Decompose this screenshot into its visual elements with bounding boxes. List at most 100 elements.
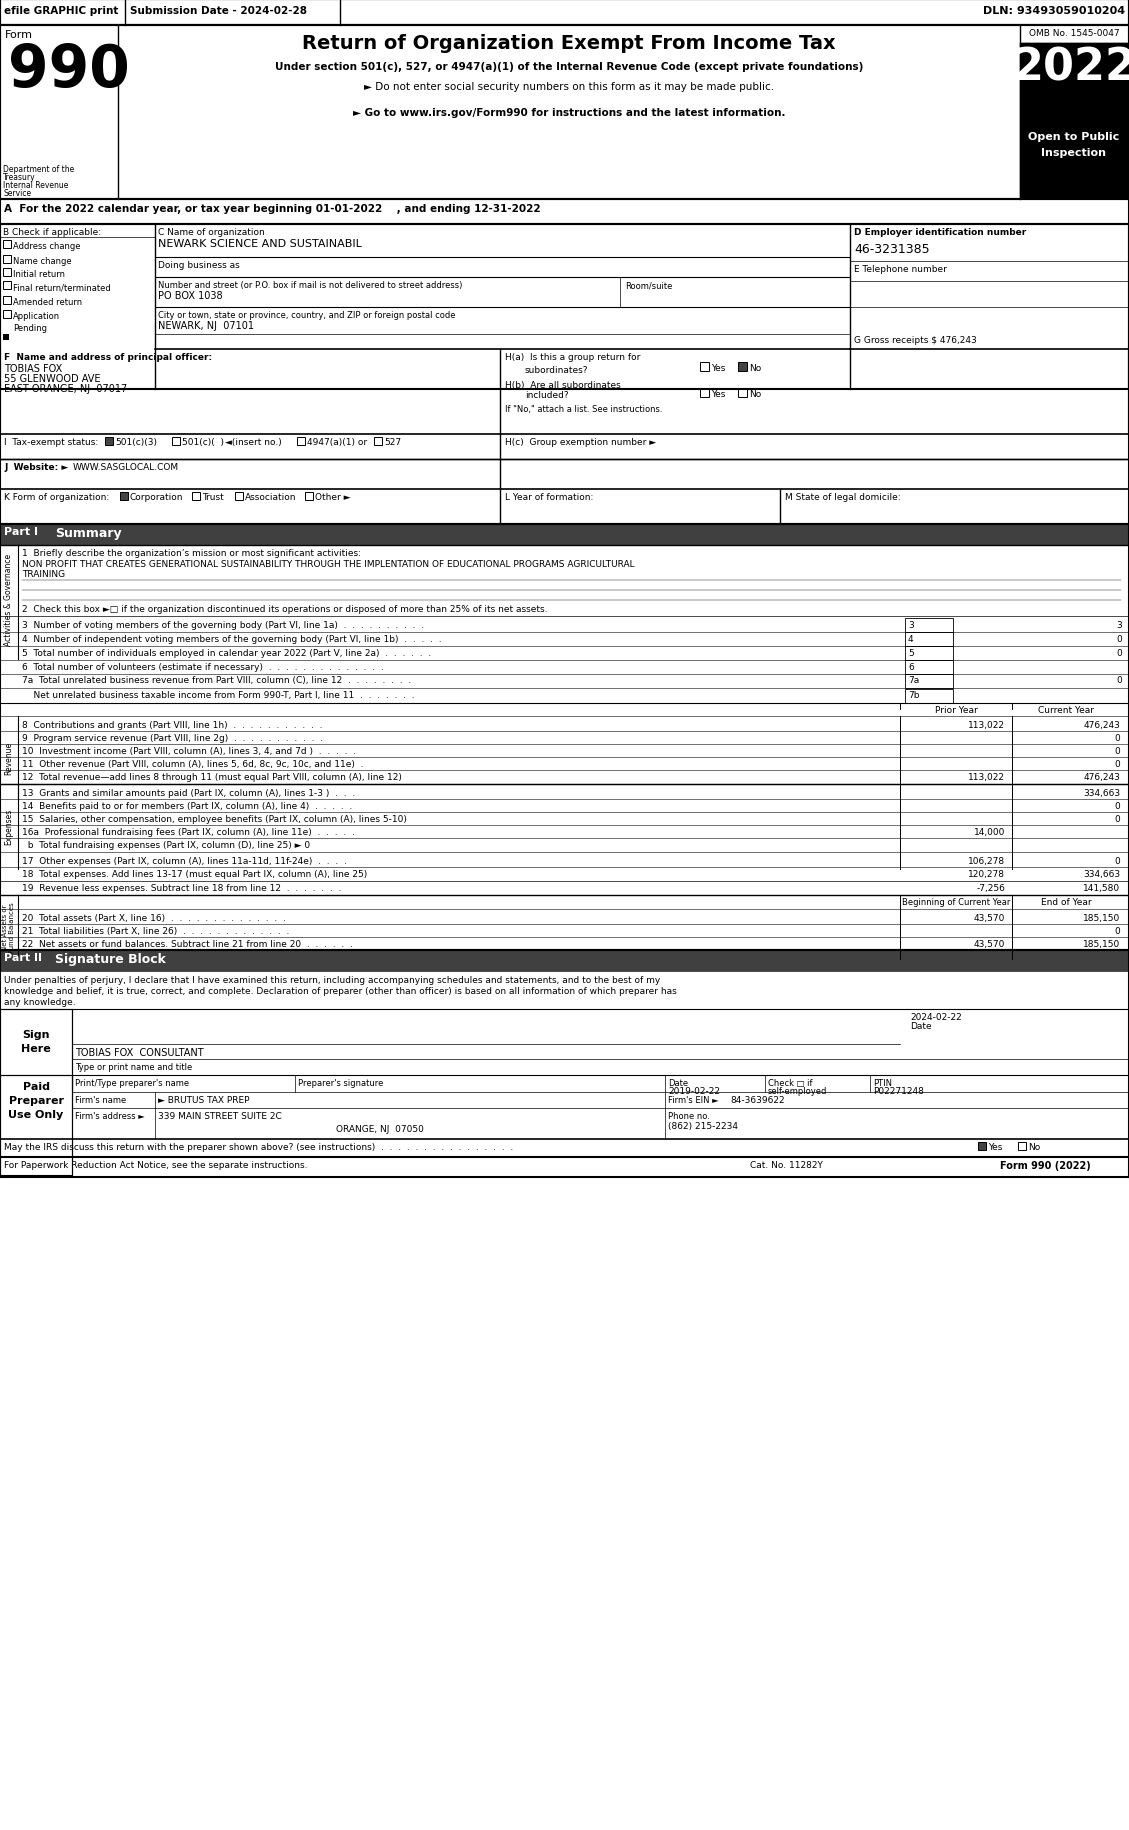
Text: 9  Program service revenue (Part VIII, line 2g)  .  .  .  .  .  .  .  .  .  .  .: 9 Program service revenue (Part VIII, li… (21, 734, 323, 743)
Text: ► BRUTUS TAX PREP: ► BRUTUS TAX PREP (158, 1096, 250, 1103)
Text: G Gross receipts $ 476,243: G Gross receipts $ 476,243 (854, 337, 977, 344)
Text: 15  Salaries, other compensation, employee benefits (Part IX, column (A), lines : 15 Salaries, other compensation, employe… (21, 814, 406, 824)
Bar (700, 388, 709, 397)
Text: Under penalties of perjury, I declare that I have examined this return, includin: Under penalties of perjury, I declare th… (5, 975, 660, 985)
Text: D Employer identification number: D Employer identification number (854, 229, 1026, 236)
Text: 3  Number of voting members of the governing body (Part VI, line 1a)  .  .  .  .: 3 Number of voting members of the govern… (21, 620, 425, 630)
Text: 14,000: 14,000 (973, 827, 1005, 836)
Text: Summary: Summary (55, 527, 122, 540)
Text: Signature Block: Signature Block (55, 952, 166, 966)
Text: Department of the: Department of the (3, 165, 75, 174)
Text: 7b: 7b (908, 690, 919, 699)
Text: 4  Number of independent voting members of the governing body (Part VI, line 1b): 4 Number of independent voting members o… (21, 635, 441, 644)
Text: 14  Benefits paid to or for members (Part IX, column (A), line 4)  .  .  .  .  .: 14 Benefits paid to or for members (Part… (21, 802, 352, 811)
Text: 3: 3 (908, 620, 913, 630)
Text: Phone no.: Phone no. (668, 1111, 710, 1120)
Text: Number and street (or P.O. box if mail is not delivered to street address): Number and street (or P.O. box if mail i… (158, 280, 463, 289)
Text: No: No (749, 364, 761, 373)
Text: No: No (1029, 1142, 1040, 1151)
Text: 3: 3 (1117, 620, 1122, 630)
Text: 334,663: 334,663 (1083, 869, 1120, 878)
Text: 46-3231385: 46-3231385 (854, 243, 929, 256)
Text: ◄(insert no.): ◄(insert no.) (225, 437, 282, 447)
Text: 4: 4 (908, 635, 913, 644)
Text: 13  Grants and similar amounts paid (Part IX, column (A), lines 1-3 )  .  .  .: 13 Grants and similar amounts paid (Part… (21, 789, 356, 798)
Text: TOBIAS FOX: TOBIAS FOX (5, 364, 62, 373)
Text: 0: 0 (1117, 675, 1122, 684)
Text: Amended return: Amended return (14, 298, 82, 307)
Text: b  Total fundraising expenses (Part IX, column (D), line 25) ► 0: b Total fundraising expenses (Part IX, c… (21, 840, 310, 849)
Text: NEWARK SCIENCE AND SUSTAINABIL: NEWARK SCIENCE AND SUSTAINABIL (158, 240, 362, 249)
Text: 334,663: 334,663 (1083, 789, 1120, 798)
Text: M State of legal domicile:: M State of legal domicile: (785, 492, 901, 501)
Text: Internal Revenue: Internal Revenue (3, 181, 69, 190)
Text: Doing business as: Doing business as (158, 262, 239, 269)
Text: TOBIAS FOX  CONSULTANT: TOBIAS FOX CONSULTANT (75, 1047, 203, 1058)
Text: 185,150: 185,150 (1083, 939, 1120, 948)
Text: 43,570: 43,570 (973, 939, 1005, 948)
Bar (297, 437, 305, 447)
Text: Cat. No. 11282Y: Cat. No. 11282Y (750, 1160, 823, 1169)
Text: (862) 215-2234: (862) 215-2234 (668, 1122, 738, 1131)
Text: Service: Service (3, 188, 32, 198)
Text: I  Tax-exempt status:: I Tax-exempt status: (5, 437, 98, 447)
Text: Date: Date (910, 1021, 931, 1030)
Text: H(b)  Are all subordinates: H(b) Are all subordinates (505, 381, 621, 390)
Text: 11  Other revenue (Part VIII, column (A), lines 5, 6d, 8c, 9c, 10c, and 11e)  .: 11 Other revenue (Part VIII, column (A),… (21, 759, 364, 769)
Text: Final return/terminated: Final return/terminated (14, 284, 111, 291)
Text: Yes: Yes (988, 1142, 1003, 1151)
Text: P02271248: P02271248 (873, 1087, 924, 1096)
Text: TRAINING: TRAINING (21, 569, 65, 578)
Text: 990: 990 (8, 42, 130, 99)
Text: Sign: Sign (23, 1030, 50, 1039)
Text: 2022: 2022 (1012, 46, 1129, 90)
Text: 0: 0 (1114, 759, 1120, 769)
Bar (374, 437, 382, 447)
Text: PO BOX 1038: PO BOX 1038 (158, 291, 222, 300)
Text: Check □ if: Check □ if (768, 1078, 813, 1087)
Text: No: No (749, 390, 761, 399)
Text: Under section 501(c), 527, or 4947(a)(1) of the Internal Revenue Code (except pr: Under section 501(c), 527, or 4947(a)(1)… (274, 62, 864, 71)
Text: 501(c)(3): 501(c)(3) (115, 437, 157, 447)
Text: included?: included? (525, 392, 569, 399)
Bar (0, 525, 1129, 545)
Text: self-employed: self-employed (768, 1087, 828, 1096)
Text: 19  Revenue less expenses. Subtract line 18 from line 12  .  .  .  .  .  .  .: 19 Revenue less expenses. Subtract line … (21, 884, 341, 893)
Text: Trust: Trust (202, 492, 224, 501)
Text: 0: 0 (1117, 648, 1122, 657)
Text: 0: 0 (1117, 635, 1122, 644)
Text: End of Year: End of Year (1041, 897, 1092, 906)
Text: 7a: 7a (908, 675, 919, 684)
Text: 113,022: 113,022 (968, 721, 1005, 730)
Text: 22  Net assets or fund balances. Subtract line 21 from line 20  .  .  .  .  .  .: 22 Net assets or fund balances. Subtract… (21, 939, 353, 948)
Text: DLN: 93493059010204: DLN: 93493059010204 (983, 5, 1124, 16)
Text: 7a  Total unrelated business revenue from Part VIII, column (C), line 12  .  .  : 7a Total unrelated business revenue from… (21, 675, 411, 684)
Text: Print/Type preparer's name: Print/Type preparer's name (75, 1078, 190, 1087)
Bar (1019, 124, 1129, 199)
Text: NON PROFIT THAT CREATES GENERATIONAL SUSTAINABILITY THROUGH THE IMPLENTATION OF : NON PROFIT THAT CREATES GENERATIONAL SUS… (21, 560, 634, 569)
Text: any knowledge.: any knowledge. (5, 997, 76, 1006)
Bar (3, 269, 11, 276)
Text: Yes: Yes (711, 390, 725, 399)
Text: 6  Total number of volunteers (estimate if necessary)  .  .  .  .  .  .  .  .  .: 6 Total number of volunteers (estimate i… (21, 662, 384, 672)
Text: Firm's address ►: Firm's address ► (75, 1111, 145, 1120)
Text: Inspection: Inspection (1041, 148, 1106, 157)
Bar (0, 199, 1129, 225)
Text: 12  Total revenue—add lines 8 through 11 (must equal Part VIII, column (A), line: 12 Total revenue—add lines 8 through 11 … (21, 772, 402, 781)
Text: 6: 6 (908, 662, 913, 672)
Text: Corporation: Corporation (130, 492, 184, 501)
Bar (305, 492, 313, 501)
Text: F  Name and address of principal officer:: F Name and address of principal officer: (5, 353, 212, 362)
Text: Activities & Governance: Activities & Governance (5, 554, 14, 646)
Bar (3, 296, 11, 306)
Bar (3, 282, 11, 289)
Text: Part I: Part I (5, 527, 38, 536)
Text: Form: Form (5, 29, 33, 40)
Bar (0, 1010, 72, 1089)
Text: 10  Investment income (Part VIII, column (A), lines 3, 4, and 7d )  .  .  .  .  : 10 Investment income (Part VIII, column … (21, 747, 356, 756)
Text: Other ►: Other ► (315, 492, 350, 501)
Text: 2024-02-22: 2024-02-22 (910, 1012, 962, 1021)
Text: Pending: Pending (14, 324, 47, 333)
Text: ► Do not enter social security numbers on this form as it may be made public.: ► Do not enter social security numbers o… (364, 82, 774, 92)
Text: PTIN: PTIN (873, 1078, 892, 1087)
